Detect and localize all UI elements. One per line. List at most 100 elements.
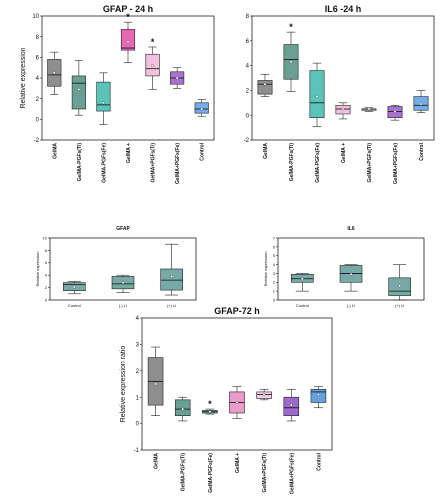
box-6: GelMA+PGFs(Fe) [170, 67, 185, 184]
box-6: GelMA+PGFs(Fe) [387, 104, 403, 184]
mean-marker [121, 281, 125, 284]
x-tick-label: (-) LI [119, 303, 127, 308]
mean-marker [181, 407, 185, 411]
y-axis-label: Relative expression [263, 252, 268, 287]
x-tick-label: GelMA + [235, 453, 241, 473]
box-6: GelMA+PGFs(Fe) [283, 388, 300, 494]
chart-title: IL6 [347, 226, 354, 232]
x-tick-label: (+) LI [167, 303, 176, 308]
y-tick-label: 4 [45, 273, 48, 278]
y-tick-label: 4 [273, 262, 276, 267]
mean-marker [72, 285, 76, 289]
y-tick-label: -1 [134, 448, 140, 454]
y-tick-label: -2 [34, 138, 40, 144]
chart-title: GFAP [116, 226, 130, 232]
box-1: GelMA [257, 73, 273, 159]
mean-marker [170, 275, 174, 278]
mean-marker [367, 107, 371, 111]
x-tick-label: Control [419, 142, 425, 160]
y-axis-label: Relative expression [20, 47, 27, 108]
y-tick-label: 0 [45, 297, 48, 302]
x-tick-label: (+) LI [395, 303, 404, 308]
y-tick-label: 3 [136, 343, 140, 349]
box-2: GelMA-PGFs(Ti) [174, 396, 191, 492]
iqr-box [120, 29, 136, 51]
y-tick-label: 4 [136, 316, 140, 322]
iqr-box [96, 81, 111, 112]
y-tick-label: 8 [45, 248, 48, 253]
mean-marker [398, 284, 402, 288]
y-tick-label: 6 [246, 39, 250, 45]
box-5: * GelMA+PGFs(Ti) [145, 37, 160, 183]
mean-marker [393, 110, 397, 113]
y-tick-label: 4 [246, 64, 250, 70]
y-tick-label: 8 [36, 35, 40, 41]
mean-marker [419, 102, 423, 106]
box-4: GelMA + [229, 386, 245, 473]
box-7: Control [194, 99, 209, 161]
y-tick-label: 4 [36, 76, 40, 82]
x-tick-label: GelMA-PGFs(Fe) [101, 143, 107, 183]
mean-marker [300, 277, 304, 281]
y-tick-label: 5 [273, 253, 276, 258]
x-tick-label: Control [296, 303, 309, 308]
box-7: Control [310, 386, 327, 471]
chart-title: GFAP-72 h [214, 306, 260, 316]
y-tick-label: 2 [273, 280, 276, 285]
chart-4: IL6 0 1 2 3 4 5 6 7 Relative expression Control (-)… [263, 226, 425, 308]
mean-marker [102, 101, 105, 105]
x-tick-label: (-) LI [347, 303, 355, 308]
chart-3: GFAP 0 2 4 6 8 10 Relative expression Control (-)… [35, 226, 197, 308]
significance-label: * [126, 12, 130, 22]
significance-label: * [151, 37, 155, 47]
y-tick-label: 0 [273, 297, 276, 302]
mean-marker [289, 60, 293, 64]
iqr-box [71, 75, 86, 110]
y-tick-label: 10 [32, 14, 39, 20]
x-tick-label: GelMA-PGFs(Fe) [315, 143, 321, 183]
x-tick-label: Control [68, 303, 81, 308]
y-tick-label: -2 [244, 138, 250, 144]
x-tick-label: GelMA-PGFs(Ti) [181, 453, 187, 492]
mean-marker [126, 40, 130, 44]
box-2: GelMA-PGFs(Ti) [71, 60, 86, 182]
y-tick-label: 3 [273, 271, 276, 276]
y-tick-label: 0 [246, 113, 250, 119]
y-tick-label: 0 [36, 117, 40, 123]
y-tick-label: 2 [246, 89, 250, 95]
box-3: (+) LI [160, 243, 183, 308]
box-5: GelMA+PGFs(Ti) [256, 388, 272, 493]
mean-marker [263, 82, 267, 86]
plot-frame [277, 237, 425, 301]
box-4: * GelMA + [120, 12, 136, 163]
y-tick-label: 6 [36, 55, 40, 61]
mean-marker [341, 107, 345, 111]
y-tick-label: 7 [273, 235, 276, 240]
x-tick-label: Control [316, 452, 322, 470]
x-tick-label: GelMA+PGFs(Ti) [151, 143, 157, 183]
mean-marker [154, 382, 157, 386]
box-3: GelMA-PGFs(Fe) [309, 62, 325, 183]
mean-marker [262, 393, 266, 396]
x-tick-label: GelMA [154, 453, 160, 469]
mean-marker [208, 410, 212, 414]
box-1: Control [63, 281, 86, 308]
y-tick-label: 8 [246, 14, 250, 20]
box-3: GelMA-PGFs(Fe) [96, 72, 111, 183]
plot-frame [49, 237, 197, 301]
x-tick-label: GelMA-PGFs(Ti) [77, 143, 83, 182]
box-1: Control [291, 273, 314, 308]
y-tick-label: 2 [45, 285, 48, 290]
y-tick-label: 6 [45, 260, 48, 265]
x-tick-label: GelMA + [341, 143, 347, 163]
box-7: Control [413, 90, 429, 161]
mean-marker [175, 76, 179, 80]
x-tick-label: GelMA [52, 143, 58, 159]
mean-marker [349, 272, 353, 276]
y-tick-label: 2 [136, 369, 140, 375]
mean-marker [77, 88, 81, 91]
x-tick-label: GelMA-PGFs(Ti) [289, 143, 295, 182]
mean-marker [235, 401, 239, 404]
y-tick-label: 6 [273, 244, 276, 249]
